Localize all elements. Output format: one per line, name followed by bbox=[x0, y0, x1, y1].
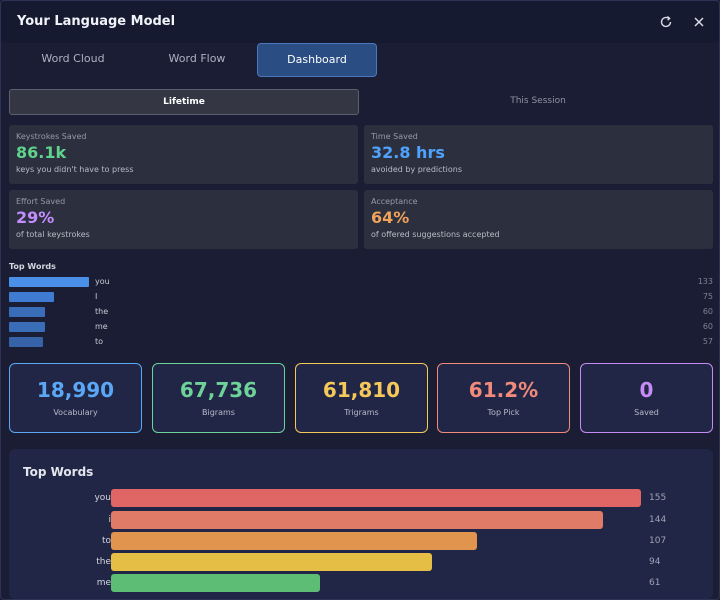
card-vocabulary: 18,990 Vocabulary bbox=[9, 363, 142, 433]
stat-subtext: keys you didn't have to press bbox=[16, 165, 134, 174]
card-caption: Saved bbox=[634, 408, 659, 417]
stat-label: Acceptance bbox=[371, 197, 418, 206]
card-caption: Top Pick bbox=[487, 408, 520, 417]
mini-word-row: you 133 bbox=[9, 276, 713, 288]
stat-label: Effort Saved bbox=[16, 197, 66, 206]
top-word-bar bbox=[111, 553, 432, 571]
tab-word-flow[interactable]: Word Flow bbox=[168, 52, 226, 65]
top-word-label: me bbox=[96, 578, 111, 588]
stat-time-saved: Time Saved 32.8 hrs avoided by predictio… bbox=[364, 125, 713, 184]
top-word-label: i bbox=[108, 515, 111, 525]
stat-value: 64% bbox=[371, 208, 410, 227]
top-word-count: 144 bbox=[649, 515, 667, 525]
card-value: 61,810 bbox=[322, 378, 401, 402]
mini-word-label: to bbox=[95, 337, 104, 346]
stat-value: 86.1k bbox=[16, 143, 67, 162]
card-value: 67,736 bbox=[179, 378, 258, 402]
window-title: Your Language Model bbox=[17, 14, 176, 29]
top-word-label: the bbox=[96, 557, 111, 567]
top-word-row: the 94 bbox=[9, 553, 713, 571]
mini-word-bar bbox=[9, 307, 45, 317]
stat-subtext: avoided by predictions bbox=[371, 165, 463, 174]
mini-word-count: 60 bbox=[702, 322, 713, 331]
card-bigrams: 67,736 Bigrams bbox=[152, 363, 285, 433]
card-value: 18,990 bbox=[36, 378, 115, 402]
stat-subtext: of offered suggestions accepted bbox=[371, 230, 500, 239]
card-value: 61.2% bbox=[468, 378, 539, 402]
top-word-row: i 144 bbox=[9, 511, 713, 529]
lifetime-toggle[interactable]: Lifetime bbox=[9, 89, 359, 115]
stat-value: 32.8 hrs bbox=[371, 143, 445, 162]
top-word-bar bbox=[111, 511, 603, 529]
top-word-count: 155 bbox=[649, 493, 667, 503]
mini-word-count: 57 bbox=[702, 337, 713, 346]
top-word-row: me 61 bbox=[9, 574, 713, 592]
mini-word-label: I bbox=[95, 292, 98, 301]
mini-word-count: 133 bbox=[697, 277, 713, 286]
this-session-toggle[interactable]: This Session bbox=[510, 96, 566, 106]
title-bar: Your Language Model bbox=[1, 1, 719, 43]
refresh-icon[interactable] bbox=[657, 13, 675, 31]
top-word-bar bbox=[111, 489, 641, 507]
stat-keystrokes-saved: Keystrokes Saved 86.1k keys you didn't h… bbox=[9, 125, 358, 184]
card-saved: 0 Saved bbox=[580, 363, 713, 433]
card-caption: Bigrams bbox=[202, 408, 235, 417]
card-caption: Vocabulary bbox=[53, 408, 98, 417]
mini-word-count: 75 bbox=[702, 292, 713, 301]
top-word-bar bbox=[111, 532, 477, 550]
mini-word-count: 60 bbox=[702, 307, 713, 316]
mini-word-label: me bbox=[95, 322, 108, 331]
mini-word-row: to 57 bbox=[9, 336, 713, 348]
close-icon[interactable] bbox=[690, 13, 708, 31]
card-caption: Trigrams bbox=[344, 408, 379, 417]
mini-top-words-title: Top Words bbox=[9, 262, 56, 271]
mini-word-row: me 60 bbox=[9, 321, 713, 333]
tab-dashboard[interactable]: Dashboard bbox=[257, 43, 377, 77]
stat-subtext: of total keystrokes bbox=[16, 230, 90, 239]
top-word-bar bbox=[111, 574, 320, 592]
stat-acceptance: Acceptance 64% of offered suggestions ac… bbox=[364, 190, 713, 249]
top-word-count: 94 bbox=[649, 557, 661, 567]
top-word-count: 61 bbox=[649, 578, 661, 588]
top-word-row: to 107 bbox=[9, 532, 713, 550]
top-word-label: to bbox=[101, 536, 111, 546]
mini-word-label: you bbox=[95, 277, 110, 286]
mini-word-row: the 60 bbox=[9, 306, 713, 318]
mini-word-label: the bbox=[95, 307, 109, 316]
stat-effort-saved: Effort Saved 29% of total keystrokes bbox=[9, 190, 358, 249]
top-words-panel: Top Words you 155 i 144 to 107 the 94 me… bbox=[9, 449, 713, 599]
top-words-title: Top Words bbox=[23, 465, 94, 479]
mini-word-bar bbox=[9, 322, 45, 332]
stat-label: Keystrokes Saved bbox=[16, 132, 87, 141]
tab-word-cloud[interactable]: Word Cloud bbox=[41, 52, 105, 65]
top-word-count: 107 bbox=[649, 536, 667, 546]
top-word-row: you 155 bbox=[9, 489, 713, 507]
card-top-pick: 61.2% Top Pick bbox=[437, 363, 570, 433]
mini-word-row: I 75 bbox=[9, 291, 713, 303]
card-trigrams: 61,810 Trigrams bbox=[295, 363, 428, 433]
top-word-label: you bbox=[94, 493, 111, 503]
stat-label: Time Saved bbox=[371, 132, 418, 141]
mini-word-bar bbox=[9, 337, 43, 347]
card-value: 0 bbox=[639, 378, 654, 402]
mini-word-bar bbox=[9, 277, 89, 287]
mini-word-bar bbox=[9, 292, 54, 302]
stat-value: 29% bbox=[16, 208, 55, 227]
